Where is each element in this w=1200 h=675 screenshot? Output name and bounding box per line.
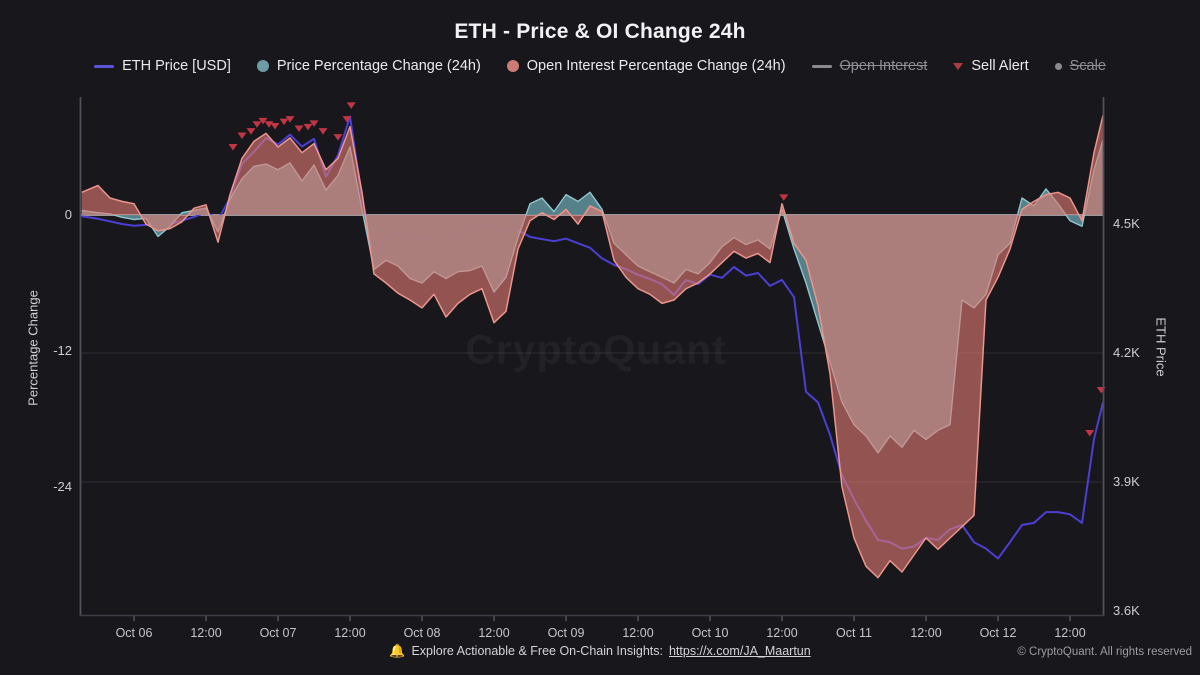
sell-alert-icon <box>779 194 789 201</box>
copyright-text: © CryptoQuant. All rights reserved <box>1017 646 1192 658</box>
chart-legend: ETH Price [USD] Price Percentage Change (… <box>0 58 1200 74</box>
x-axis-tick-label: 12:00 <box>334 626 366 640</box>
x-axis-tick-label: Oct 10 <box>691 626 729 640</box>
line-marker-icon <box>94 64 115 68</box>
sell-alert-icon <box>318 128 328 135</box>
legend-item-eth-price[interactable]: ETH Price [USD] <box>94 58 231 74</box>
sell-alert-icon <box>279 118 289 126</box>
y-axis-right-tick-label: 3.6K <box>1113 603 1140 618</box>
line-marker-icon <box>811 64 832 68</box>
y-axis-right-tick-label: 4.2K <box>1113 345 1140 360</box>
sell-alert-icon <box>346 102 356 109</box>
x-axis-tick-label: 12:00 <box>478 626 510 640</box>
sell-alert-icon <box>237 132 247 139</box>
x-axis-tick-label: Oct 08 <box>403 626 441 640</box>
triangle-marker-icon <box>953 62 964 70</box>
y-axis-right-tick-label: 4.5K <box>1113 216 1140 231</box>
x-axis-tick-label: Oct 07 <box>259 626 297 640</box>
legend-item-open-interest[interactable]: Open Interest <box>811 58 928 74</box>
sell-alert-icon <box>270 122 280 130</box>
oi-pct-edge <box>81 115 1103 579</box>
legend-item-label: Scale <box>1069 58 1106 74</box>
sell-alert-icon <box>228 144 238 151</box>
x-axis-tick-label: 12:00 <box>910 626 942 640</box>
footer-promo: 🔔 Explore Actionable & Free On-Chain Ins… <box>0 643 1200 659</box>
x-axis-tick-label: 12:00 <box>1054 626 1086 640</box>
legend-item-label: Sell Alert <box>971 58 1029 74</box>
oi-pct-area <box>81 115 1103 578</box>
sell-alert-icon <box>258 117 268 125</box>
x-axis-tick-label: Oct 12 <box>979 626 1017 640</box>
legend-item-sell-alert[interactable]: Sell Alert <box>953 58 1029 74</box>
legend-item-oi-pct[interactable]: Open Interest Percentage Change (24h) <box>506 58 786 74</box>
circle-marker-icon <box>256 60 269 72</box>
sell-alert-icon <box>1085 430 1095 437</box>
sell-alert-icon <box>333 134 343 141</box>
legend-item-label: Open Interest <box>839 58 928 74</box>
x-axis-tick-label: Oct 06 <box>115 626 153 640</box>
y-axis-right-title: ETH Price <box>1153 317 1169 377</box>
sell-alert-icon <box>303 123 313 131</box>
circle-marker-icon <box>506 60 519 72</box>
sell-alert-icon <box>264 121 274 128</box>
y-axis-left-tick-label: -12 <box>53 342 72 358</box>
y-axis-left-tick-label: 0 <box>64 207 72 222</box>
dot-marker-icon <box>1054 62 1062 70</box>
sell-alert-icon <box>246 128 256 135</box>
page-title: ETH - Price & OI Change 24h <box>454 20 746 43</box>
sell-alert-icon <box>342 116 352 123</box>
sell-alert-icon <box>252 121 262 128</box>
x-axis-tick-label: 12:00 <box>766 626 798 640</box>
legend-item-scale[interactable]: Scale <box>1054 58 1106 74</box>
legend-item-label: ETH Price [USD] <box>122 58 231 74</box>
sell-alert-icon <box>309 120 319 127</box>
x-axis-tick-label: Oct 09 <box>547 626 585 640</box>
legend-item-label: Open Interest Percentage Change (24h) <box>526 58 786 74</box>
x-axis-tick-label: 12:00 <box>190 626 222 640</box>
y-axis-right-tick-label: 3.9K <box>1113 474 1140 489</box>
sell-alert-icon <box>285 116 295 123</box>
bell-icon: 🔔 <box>389 643 406 658</box>
legend-item-price-pct[interactable]: Price Percentage Change (24h) <box>256 58 481 74</box>
footer-promo-link[interactable]: https://x.com/JA_Maartun <box>668 644 811 658</box>
sell-alert-icon <box>294 125 304 133</box>
y-axis-left-tick-label: -24 <box>53 478 72 494</box>
x-axis-tick-label: 12:00 <box>622 626 654 640</box>
x-axis-tick-label: Oct 11 <box>836 626 872 640</box>
footer-promo-text: Explore Actionable & Free On-Chain Insig… <box>411 644 663 658</box>
legend-item-label: Price Percentage Change (24h) <box>276 58 481 74</box>
